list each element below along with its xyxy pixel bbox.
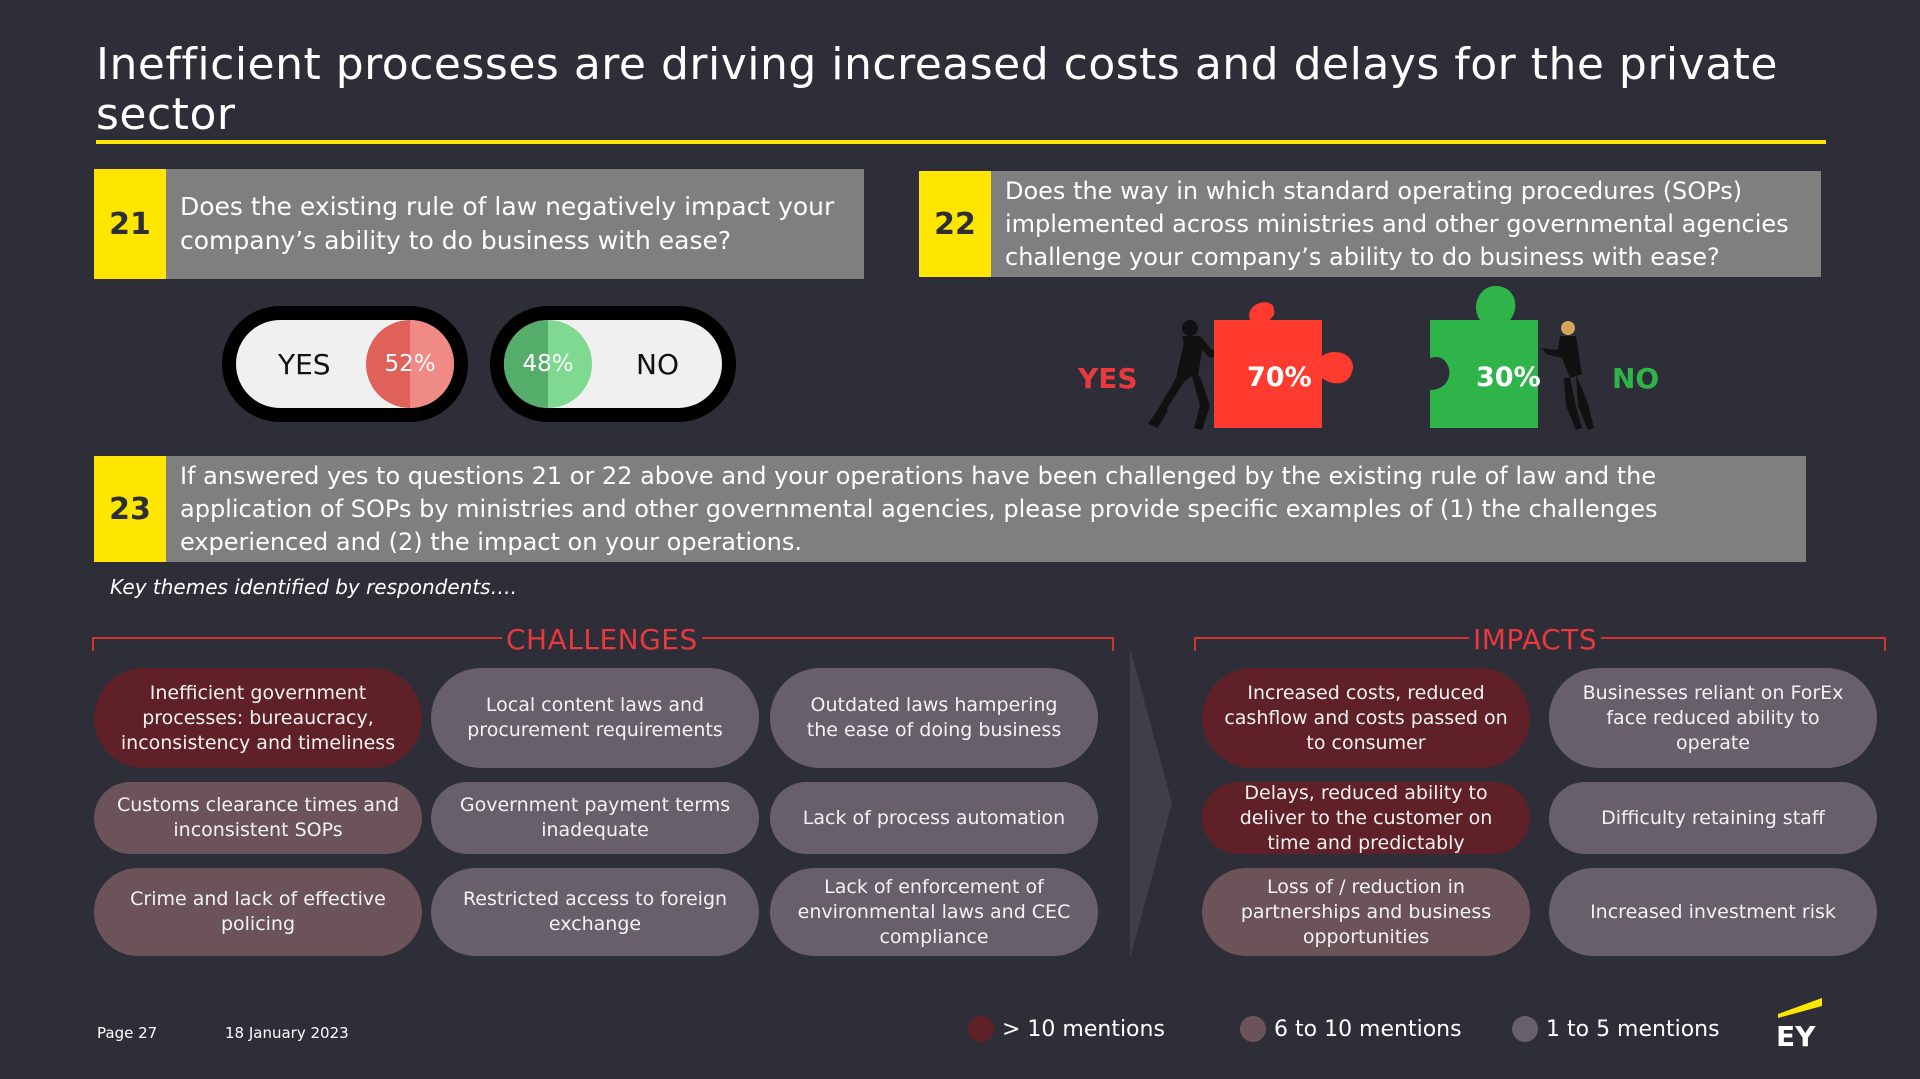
footer-date: 18 January 2023 (225, 1024, 349, 1042)
question-21-bar: 21 Does the existing rule of law negativ… (94, 169, 864, 279)
impact-item: Increased costs, reduced cashflow and co… (1202, 668, 1530, 768)
question-22-text: Does the way in which standard operating… (1005, 176, 1789, 271)
businesswoman-pushing-icon (1542, 321, 1594, 430)
legend-high-dot (968, 1016, 994, 1042)
challenge-item: Local content laws and procurement requi… (431, 668, 759, 768)
q22-yes-label: YES (1078, 362, 1138, 395)
challenge-item: Restricted access to foreign exchange (431, 868, 759, 956)
q21-no-label: NO (636, 347, 679, 381)
impact-item: Loss of / reduction in partnerships and … (1202, 868, 1530, 956)
legend-low: 1 to 5 mentions (1512, 1016, 1720, 1042)
key-themes-label: Key themes identified by respondents…. (110, 575, 517, 599)
page-number: Page 27 (97, 1024, 158, 1042)
impact-item: Difficulty retaining staff (1549, 782, 1877, 854)
legend-low-label: 1 to 5 mentions (1546, 1016, 1720, 1042)
q21-no-percentage: 48% (504, 320, 592, 408)
q22-yes-percentage: 70% (1247, 362, 1312, 393)
impact-item: Businesses reliant on ForEx face reduced… (1549, 668, 1877, 768)
arrow-right-icon (1130, 648, 1172, 958)
question-21-text: Does the existing rule of law negatively… (180, 192, 835, 255)
challenge-item: Outdated laws hampering the ease of doin… (770, 668, 1098, 768)
legend-medium-dot (1240, 1016, 1266, 1042)
q21-no-pill: 48% NO (490, 306, 736, 422)
challenge-item: Lack of enforcement of environmental law… (770, 868, 1098, 956)
q22-no-label: NO (1612, 362, 1660, 395)
q22-no-percentage: 30% (1476, 362, 1541, 393)
businessman-pushing-icon (1148, 320, 1222, 430)
page-title: Inefficient processes are driving increa… (96, 39, 1778, 140)
question-23-text: If answered yes to questions 21 or 22 ab… (180, 461, 1658, 556)
challenge-item: Government payment terms inadequate (431, 782, 759, 854)
question-22-number: 22 (919, 171, 991, 277)
challenge-item: Crime and lack of effective policing (94, 868, 422, 956)
ey-logo-text: EY (1776, 1020, 1816, 1053)
q21-yes-percentage: 52% (366, 320, 454, 408)
question-23-bar: 23 If answered yes to questions 21 or 22… (94, 456, 1806, 562)
legend-high: > 10 mentions (968, 1016, 1165, 1042)
legend-medium-label: 6 to 10 mentions (1274, 1016, 1462, 1042)
impact-item: Increased investment risk (1549, 868, 1877, 956)
ey-logo: EY (1774, 998, 1826, 1053)
challenge-item: Lack of process automation (770, 782, 1098, 854)
green-puzzle-piece-icon (1430, 285, 1538, 428)
ey-logo-icon (1778, 998, 1822, 1018)
challenge-item: Inefficient government processes: bureau… (94, 668, 422, 768)
q21-yes-label: YES (278, 347, 331, 381)
red-puzzle-piece-icon (1214, 302, 1354, 428)
legend-high-label: > 10 mentions (1002, 1016, 1165, 1042)
q21-yes-pill: YES 52% (222, 306, 468, 422)
legend-low-dot (1512, 1016, 1538, 1042)
title-underline (96, 140, 1826, 144)
question-23-number: 23 (94, 456, 166, 562)
challenge-item: Customs clearance times and inconsistent… (94, 782, 422, 854)
challenges-title: CHALLENGES (502, 623, 702, 656)
impact-item: Delays, reduced ability to deliver to th… (1202, 782, 1530, 854)
question-22-bar: 22 Does the way in which standard operat… (919, 171, 1821, 277)
question-21-number: 21 (94, 169, 166, 279)
legend-medium: 6 to 10 mentions (1240, 1016, 1462, 1042)
puzzle-illustration (1148, 285, 1594, 430)
impacts-title: IMPACTS (1469, 623, 1602, 656)
